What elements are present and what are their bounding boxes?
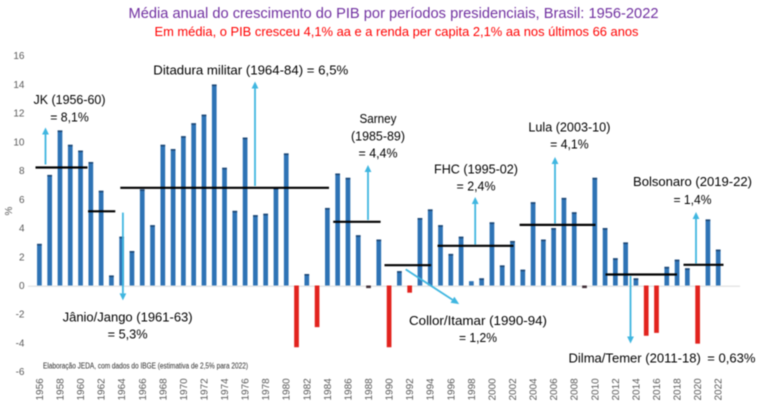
svg-text:14: 14 — [13, 80, 25, 91]
svg-text:2020: 2020 — [693, 378, 704, 401]
svg-text:1974: 1974 — [220, 378, 231, 401]
svg-text:FHC (1995-02): FHC (1995-02) — [434, 162, 518, 177]
svg-text:= 5,3%: = 5,3% — [108, 327, 148, 342]
svg-text:1988: 1988 — [364, 378, 375, 401]
svg-text:1976: 1976 — [241, 378, 252, 401]
svg-text:1990: 1990 — [385, 378, 396, 401]
svg-text:= 2,4%: = 2,4% — [457, 179, 496, 194]
svg-text:1982: 1982 — [302, 378, 313, 401]
svg-text:= 1,4%: = 1,4% — [674, 192, 712, 207]
svg-text:1994: 1994 — [426, 378, 437, 401]
svg-text:2018: 2018 — [673, 378, 684, 401]
svg-text:Dilma/Temer (2011-18) = 0,63%: Dilma/Temer (2011-18) = 0,63% — [569, 351, 756, 366]
svg-text:1966: 1966 — [138, 378, 149, 401]
svg-text:Jânio/Jango (1961-63): Jânio/Jango (1961-63) — [63, 309, 193, 324]
svg-text:2012: 2012 — [611, 378, 622, 401]
svg-text:1984: 1984 — [323, 378, 334, 401]
svg-text:1970: 1970 — [179, 378, 190, 401]
svg-text:2002: 2002 — [508, 378, 519, 401]
svg-text:Média anual do crescimento do: Média anual do crescimento do PIB por pe… — [129, 6, 659, 22]
svg-text:Lula (2003-10): Lula (2003-10) — [528, 120, 610, 135]
svg-text:= 8,1%: = 8,1% — [50, 110, 89, 125]
svg-text:2010: 2010 — [590, 378, 601, 401]
svg-text:1986: 1986 — [343, 378, 354, 401]
svg-text:2: 2 — [19, 252, 25, 263]
svg-text:16: 16 — [13, 51, 25, 62]
svg-text:Sarney: Sarney — [360, 111, 397, 126]
svg-text:Elaboração JEDA, com dados do: Elaboração JEDA, com dados do IBGE (esti… — [43, 362, 248, 371]
svg-text:-2: -2 — [16, 310, 25, 321]
svg-text:10: 10 — [13, 137, 25, 148]
svg-text:2004: 2004 — [529, 378, 540, 401]
svg-text:= 4,4%: = 4,4% — [359, 145, 398, 160]
svg-text:1958: 1958 — [56, 378, 67, 401]
svg-text:1962: 1962 — [97, 378, 108, 401]
svg-text:Bolsonaro (2019-22): Bolsonaro (2019-22) — [633, 174, 752, 189]
svg-text:%: % — [4, 206, 15, 215]
svg-text:1964: 1964 — [117, 378, 128, 401]
svg-text:1960: 1960 — [76, 378, 87, 401]
svg-text:2008: 2008 — [570, 378, 581, 401]
svg-text:1980: 1980 — [282, 378, 293, 401]
svg-text:2016: 2016 — [652, 378, 663, 401]
svg-text:= 1,2%: = 1,2% — [459, 330, 497, 345]
svg-text:-4: -4 — [16, 338, 25, 349]
svg-text:1968: 1968 — [158, 378, 169, 401]
svg-text:= 4,1%: = 4,1% — [550, 137, 589, 152]
svg-text:1978: 1978 — [261, 378, 272, 401]
svg-text:12: 12 — [13, 109, 25, 120]
svg-text:-6: -6 — [16, 367, 25, 378]
svg-text:Collor/Itamar (1990-94): Collor/Itamar (1990-94) — [409, 313, 547, 328]
svg-text:JK (1956-60): JK (1956-60) — [34, 92, 106, 107]
svg-text:1956: 1956 — [35, 378, 46, 401]
svg-text:4: 4 — [19, 224, 25, 235]
svg-text:6: 6 — [19, 195, 25, 206]
svg-text:Em média, o PIB cresceu 4,1% a: Em média, o PIB cresceu 4,1% aa e a rend… — [155, 25, 639, 39]
svg-text:1972: 1972 — [200, 378, 211, 401]
svg-text:2006: 2006 — [549, 378, 560, 401]
svg-text:1992: 1992 — [405, 378, 416, 401]
svg-text:8: 8 — [19, 166, 25, 177]
svg-text:(1985-89): (1985-89) — [351, 129, 405, 144]
svg-text:Ditadura militar (1964-84) = 6: Ditadura militar (1964-84) = 6,5% — [153, 63, 348, 78]
svg-text:2022: 2022 — [714, 378, 725, 401]
svg-text:1998: 1998 — [467, 378, 478, 401]
svg-text:1996: 1996 — [446, 378, 457, 401]
svg-text:2014: 2014 — [631, 378, 642, 401]
svg-text:0: 0 — [19, 281, 25, 292]
svg-text:2000: 2000 — [487, 378, 498, 401]
